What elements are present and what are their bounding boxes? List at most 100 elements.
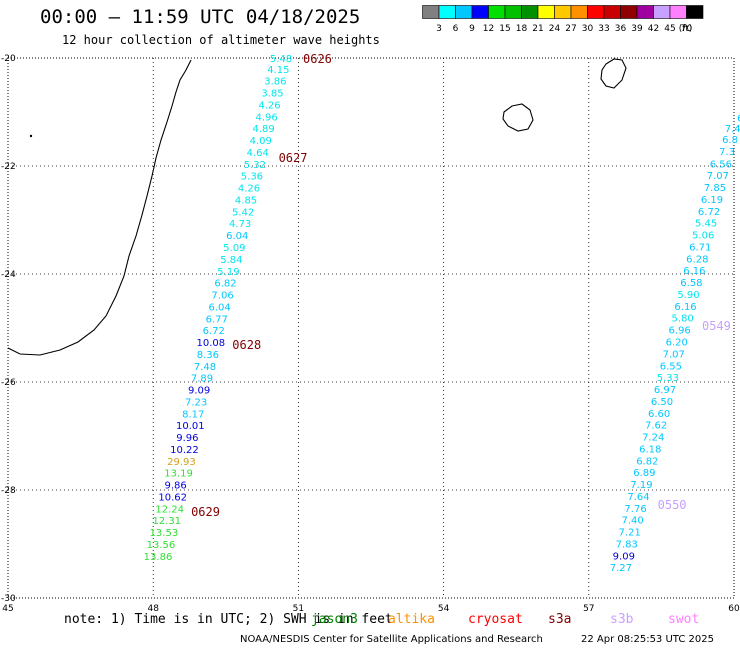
track-right-swh-label: 7.3 [719,147,735,158]
legend-s3b: s3b [610,612,634,627]
track-left-swh-label: 5.84 [220,255,242,266]
legend-cryosat: cryosat [468,612,523,627]
track-left-swh-label: 5.42 [232,207,254,218]
colorbar-tick-label: 39 [631,24,643,34]
track-left-time-label: 0628 [232,338,261,352]
note-prefix: note: 1) Time is in UTC; 2) SWH is in fe… [64,612,393,627]
track-right-swh-label: 5.90 [677,290,699,301]
track-right-swh-label: 7.83 [616,539,638,550]
track-left-swh-label: 4.85 [235,195,257,206]
track-left-time-label: 0627 [279,151,308,165]
track-right-swh-label: 5.80 [671,314,693,325]
legend-swot: swot [668,612,700,627]
track-right-swh-label: 7.64 [627,492,649,503]
colorbar-tick-label: 18 [516,24,528,34]
track-left-swh-label: 3.85 [261,89,283,100]
track-right-swh-label: 6.50 [651,397,673,408]
colorbar-tick-label: 6 [453,24,459,34]
track-right-swh-label: 7.40 [621,516,643,527]
track-left-swh-label: 4.96 [255,112,277,123]
colorbar: 3 6 9 12 15 18 21 24 27 30 33 36 39 42 45 70(ft) [422,5,704,34]
colorbar-tick-label: 12 [483,24,494,34]
track-right-swh-label: 7.19 [630,480,652,491]
track-right-swh-label: 7.07 [663,349,685,360]
track-left-swh-label: 13.53 [150,528,179,539]
colorbar-swatch [686,5,704,19]
colorbar-tick-label: 15 [499,24,510,34]
colorbar-tick-label: 45 [664,24,675,34]
lat-tick-label: -20 [1,54,16,64]
track-right-swh-label: 6.82 [636,456,658,467]
note-text: note: 1) Time is in UTC; 2) SWH is in fe… [64,612,393,627]
islet [29,134,33,138]
track-right-swh-label: 7.85 [704,183,726,194]
lon-tick-label: 54 [438,604,450,614]
track-right-swh-label: 6.71 [689,242,711,253]
lon-tick-label: 45 [2,604,13,614]
track-right-swh-label: 6.96 [669,326,691,337]
track-left-swh-label: 5.48 [270,54,292,65]
track-left-swh-label: 4.15 [267,65,289,76]
colorbar-tick-label: 33 [598,24,609,34]
track-right-swh-label: 5.06 [692,231,714,242]
credit-text: NOAA/NESDIS Center for Satellite Applica… [240,634,543,645]
track-left-swh-label: 5.36 [241,172,263,183]
colorbar-unit: (ft) [679,24,693,34]
track-left-swh-label: 12.31 [152,516,181,527]
track-left-swh-label: 5.32 [244,160,266,171]
track-left-swh-label: 10.08 [197,338,226,349]
track-right-swh-label: 6.8 [722,135,738,146]
map-subtitle: 12 hour collection of altimeter wave hei… [62,33,380,47]
island-mauritius [600,58,627,89]
legend-altika: altika [388,612,435,627]
track-left-swh-label: 13.19 [164,469,193,480]
track-left-swh-label: 4.89 [253,124,275,135]
track-right-swh-label: 6.97 [654,385,676,396]
track-left-swh-label: 9.96 [176,433,198,444]
track-left-swh-label: 12.24 [155,504,184,515]
track-right-swh-label: 7.76 [624,504,646,515]
colorbar-tick-label: 9 [469,24,475,34]
track-left-swh-label: 4.73 [229,219,251,230]
map-frame [7,57,735,599]
track-right-swh-label: 6.58 [680,278,702,289]
track-right-swh-label: 6.16 [674,302,696,313]
lon-tick-label: 48 [147,604,159,614]
lat-tick-label: -30 [1,594,16,604]
lon-tick-label: 60 [728,604,740,614]
track-left-swh-label: 8.17 [182,409,204,420]
track-left-swh-label: 7.48 [194,362,216,373]
track-left-swh-label: 9.09 [188,386,210,397]
track-left-swh-label: 4.64 [247,148,269,159]
track-left-swh-label: 6.72 [203,326,225,337]
island-reunion [502,103,534,132]
credit-timestamp: 22 Apr 08:25:53 UTC 2025 [581,634,714,645]
lat-tick-label: -24 [1,270,16,280]
track-left-swh-label: 5.09 [223,243,245,254]
track-left-time-label: 0629 [191,505,220,519]
track-right-swh-label: 7.07 [707,171,729,182]
track-right-swh-label: 6.56 [710,159,732,170]
track-left-swh-label: 29.93 [167,457,196,468]
lat-tick-label: -22 [1,162,16,172]
track-right-swh-label: 6.28 [686,254,708,265]
track-right-swh-label: 9.09 [613,551,635,562]
track-left-swh-label: 10.62 [158,492,187,503]
track-right-swh-label: 6.89 [633,468,655,479]
map-title: 00:00 – 11:59 UTC 04/18/2025 [40,6,361,28]
track-right-swh-label: 5.33 [657,373,679,384]
track-right-swh-label: 6.16 [683,266,705,277]
track-right-swh-label: 6.19 [701,195,723,206]
track-left-swh-label: 9.86 [164,481,186,492]
track-left-swh-label: 6.82 [214,279,236,290]
track-left-swh-label: 6.04 [209,302,231,313]
track-right-swh-label: 5.45 [695,219,717,230]
track-left-swh-label: 7.89 [191,374,213,385]
lat-tick-label: -26 [1,378,16,388]
track-right-swh-label: 6.55 [660,361,682,372]
track-left-swh-label: 6.04 [226,231,248,242]
track-left-swh-label: 10.22 [170,445,199,456]
colorbar-tick-label: 30 [582,24,594,34]
track-left-swh-label: 6.77 [206,314,228,325]
